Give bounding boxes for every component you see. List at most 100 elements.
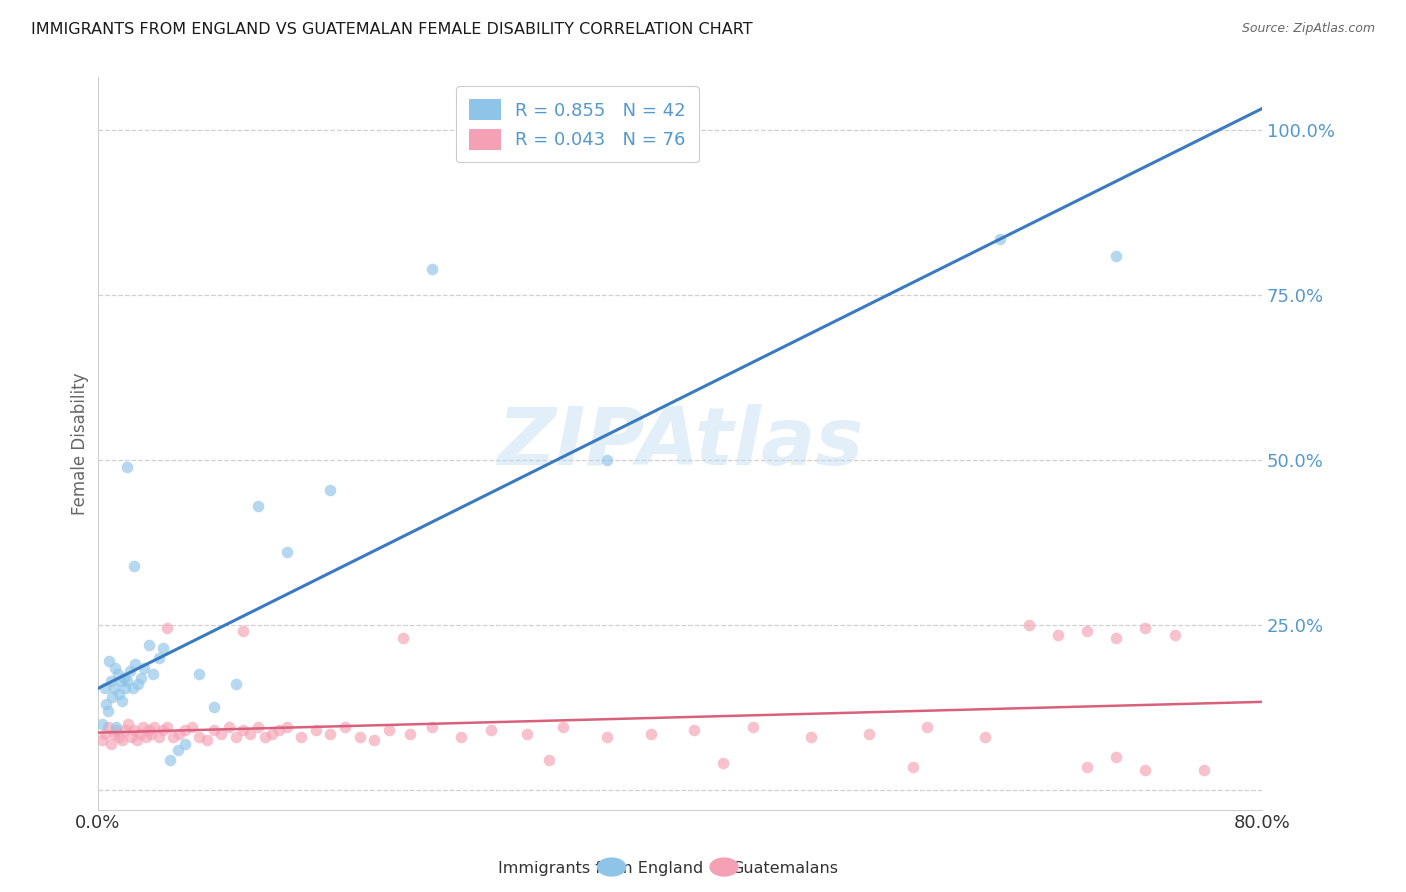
Point — [202, 700, 225, 714]
Point — [166, 743, 188, 757]
Point — [901, 759, 924, 773]
Point — [96, 697, 118, 711]
Point — [134, 661, 156, 675]
Point — [1105, 631, 1128, 645]
Point — [450, 730, 472, 744]
Point — [115, 673, 138, 688]
Point — [103, 681, 125, 695]
Point — [1105, 749, 1128, 764]
Point — [232, 723, 254, 738]
Point — [159, 753, 181, 767]
Point — [269, 723, 291, 738]
Point — [110, 673, 132, 688]
Point — [537, 753, 560, 767]
Point — [174, 723, 197, 738]
Point — [114, 681, 136, 695]
Point — [276, 720, 298, 734]
Point — [1076, 624, 1098, 639]
Point — [148, 730, 170, 744]
Point — [142, 667, 165, 681]
Point — [156, 720, 179, 734]
Point — [91, 716, 114, 731]
Point — [167, 727, 190, 741]
Point — [202, 723, 225, 738]
Point — [640, 727, 662, 741]
Text: Immigrants from England: Immigrants from England — [498, 861, 703, 876]
Point — [253, 730, 276, 744]
Point — [94, 681, 117, 695]
Point — [262, 727, 284, 741]
Point — [290, 730, 312, 744]
Point — [553, 720, 575, 734]
Point — [800, 730, 823, 744]
Point — [111, 733, 134, 747]
Point — [181, 720, 204, 734]
Point — [122, 558, 145, 573]
Point — [974, 730, 997, 744]
Text: IMMIGRANTS FROM ENGLAND VS GUATEMALAN FEMALE DISABILITY CORRELATION CHART: IMMIGRANTS FROM ENGLAND VS GUATEMALAN FE… — [31, 22, 752, 37]
Point — [105, 723, 128, 738]
Point — [104, 661, 127, 675]
Point — [319, 727, 342, 741]
Point — [1135, 763, 1157, 777]
Point — [596, 730, 619, 744]
Point — [118, 664, 141, 678]
Point — [188, 730, 211, 744]
Point — [105, 720, 128, 734]
Point — [392, 631, 415, 645]
Point — [1105, 248, 1128, 262]
Point — [1018, 618, 1040, 632]
Point — [143, 720, 166, 734]
Point — [713, 756, 735, 771]
Point — [107, 667, 129, 681]
Point — [131, 720, 153, 734]
Point — [1192, 763, 1215, 777]
Point — [94, 727, 117, 741]
Point — [319, 483, 342, 497]
Point — [305, 723, 328, 738]
Point — [100, 737, 122, 751]
Point — [124, 657, 146, 672]
Point — [1047, 628, 1070, 642]
Text: Source: ZipAtlas.com: Source: ZipAtlas.com — [1241, 22, 1375, 36]
Y-axis label: Female Disability: Female Disability — [72, 372, 89, 515]
Point — [1135, 621, 1157, 635]
Point — [218, 720, 240, 734]
Point — [127, 677, 149, 691]
Point — [188, 667, 211, 681]
Point — [114, 723, 136, 738]
Point — [111, 694, 134, 708]
Point — [209, 727, 232, 741]
Point — [479, 723, 502, 738]
Point — [138, 723, 160, 738]
Point — [915, 720, 938, 734]
Point — [246, 499, 269, 513]
Point — [858, 727, 880, 741]
Point — [741, 720, 763, 734]
Point — [363, 733, 385, 747]
Point — [174, 737, 197, 751]
Point — [101, 690, 124, 705]
Point — [148, 650, 170, 665]
Point — [377, 723, 399, 738]
Point — [683, 723, 706, 738]
Point — [125, 733, 148, 747]
Point — [129, 671, 152, 685]
Point — [115, 459, 138, 474]
Text: Guatemalans: Guatemalans — [731, 861, 838, 876]
Point — [232, 624, 254, 639]
Point — [333, 720, 356, 734]
Point — [122, 723, 145, 738]
Point — [117, 716, 139, 731]
Point — [108, 730, 131, 744]
Point — [152, 723, 174, 738]
Point — [225, 677, 247, 691]
Point — [141, 727, 163, 741]
Point — [103, 727, 125, 741]
Point — [225, 730, 247, 744]
Point — [420, 261, 443, 276]
Point — [100, 673, 122, 688]
Point — [162, 730, 184, 744]
Point — [399, 727, 422, 741]
Point — [128, 727, 150, 741]
